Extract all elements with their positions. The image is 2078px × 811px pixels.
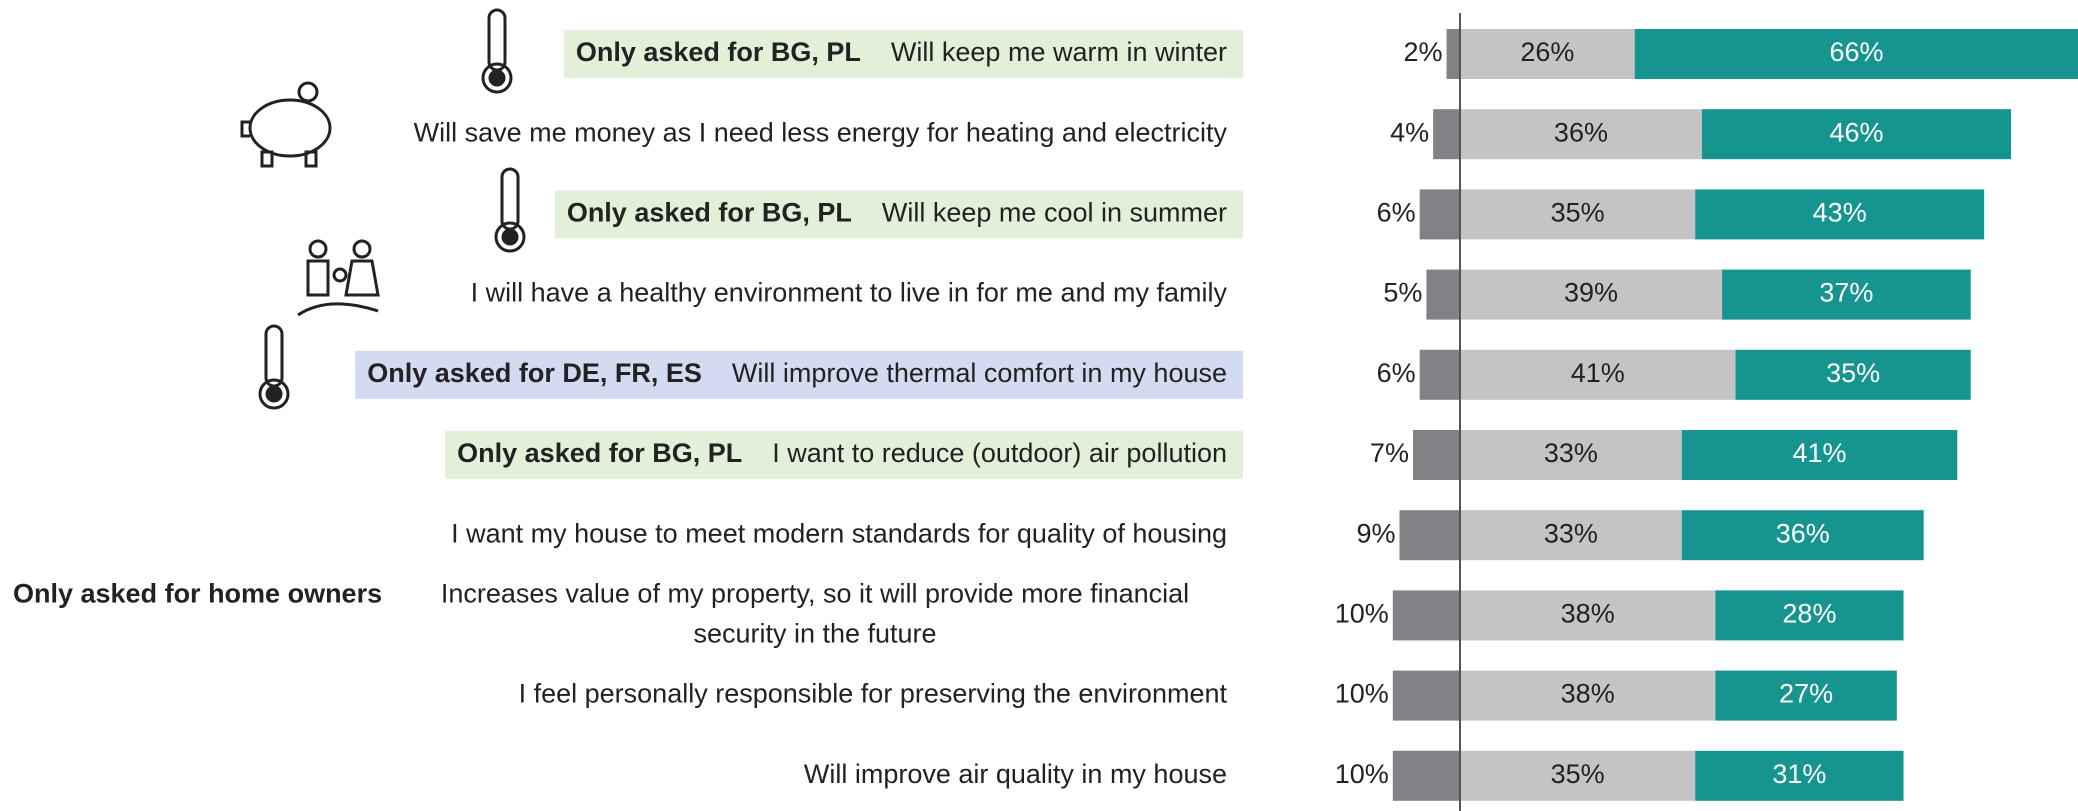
- bar-segment: [1634, 29, 2078, 79]
- bar-segment: [1433, 109, 1460, 160]
- thermometer-icon: [258, 324, 290, 410]
- row-note: Only asked for BG, PL: [576, 37, 861, 67]
- value-label: 36%: [1776, 518, 1830, 548]
- value-label: 4%: [1390, 117, 1429, 147]
- bar-segment: [1735, 349, 1971, 400]
- value-label: 66%: [1829, 37, 1883, 67]
- row-highlight: [445, 431, 1243, 479]
- bar-segment: [1695, 750, 1904, 801]
- bar-segment: [1419, 349, 1460, 400]
- value-label: 7%: [1370, 438, 1409, 468]
- value-label: 27%: [1779, 679, 1833, 709]
- bar-segment: [1722, 269, 1971, 320]
- bar-segment: [1392, 670, 1460, 721]
- bar-segment: [1681, 510, 1924, 561]
- bar-segment: [1715, 670, 1897, 721]
- row-label: I want my house to meet modern standards…: [451, 518, 1227, 548]
- row-label: Will keep me warm in winter: [891, 37, 1227, 67]
- row-note: Only asked for home owners: [13, 579, 382, 609]
- value-label: 6%: [1377, 198, 1416, 228]
- bar-segment: [1446, 29, 1460, 79]
- value-label: 46%: [1829, 117, 1883, 147]
- value-label: 10%: [1335, 759, 1389, 789]
- row-label: Will keep me cool in summer: [882, 198, 1227, 228]
- row-label: I feel personally responsible for preser…: [519, 679, 1228, 709]
- thermometer-icon: [494, 167, 526, 253]
- row-highlight: [554, 190, 1243, 239]
- row-label: Will improve air quality in my house: [804, 759, 1227, 789]
- value-label: 10%: [1335, 599, 1389, 629]
- bar-segment: [1460, 670, 1716, 721]
- bar-segment: [1399, 510, 1460, 561]
- row-label: Increases value of my property, so it wi…: [441, 579, 1189, 609]
- row-note: Only asked for BG, PL: [567, 198, 852, 228]
- bar-segment: [1460, 750, 1696, 801]
- bar-segment: [1419, 189, 1460, 240]
- value-label: 43%: [1813, 198, 1867, 228]
- value-label: 10%: [1335, 679, 1389, 709]
- row-label: I want to reduce (outdoor) air pollution: [772, 438, 1227, 468]
- bar-segment: [1460, 189, 1696, 240]
- value-label: 41%: [1571, 358, 1625, 388]
- bar-segment: [1460, 510, 1682, 561]
- value-label: 41%: [1792, 438, 1846, 468]
- value-label: 35%: [1826, 358, 1880, 388]
- bar-segment: [1412, 430, 1460, 480]
- bar-segment: [1460, 109, 1702, 160]
- bar-segment: [1392, 590, 1460, 641]
- value-label: 5%: [1383, 278, 1422, 308]
- value-label: 38%: [1561, 599, 1615, 629]
- family-icon: [297, 239, 380, 317]
- value-label: 26%: [1520, 37, 1574, 67]
- row-label: Will save me money as I need less energy…: [414, 117, 1228, 147]
- row-label: I will have a healthy environment to liv…: [471, 278, 1228, 308]
- value-label: 9%: [1356, 518, 1395, 548]
- value-label: 37%: [1819, 278, 1873, 308]
- row-label: security in the future: [693, 619, 936, 649]
- piggy-bank-icon: [240, 81, 332, 168]
- row-note: Only asked for BG, PL: [457, 438, 742, 468]
- bar-segment: [1460, 590, 1716, 641]
- bar-segment: [1701, 109, 2012, 160]
- bar-segment: [1460, 29, 1635, 79]
- bar-segment: [1392, 750, 1460, 801]
- bar-segment: [1460, 430, 1682, 480]
- bar-segment: [1681, 430, 1958, 480]
- row-label: Will improve thermal comfort in my house: [732, 358, 1227, 388]
- value-label: 33%: [1544, 438, 1598, 468]
- value-label: 6%: [1377, 358, 1416, 388]
- row-highlight: [563, 30, 1243, 78]
- row-note: Only asked for DE, FR, ES: [367, 358, 702, 388]
- row-highlight: [355, 350, 1243, 399]
- bar-segment: [1460, 269, 1723, 320]
- value-label: 38%: [1561, 679, 1615, 709]
- thermometer-icon: [481, 8, 513, 94]
- value-label: 33%: [1544, 518, 1598, 548]
- value-label: 36%: [1554, 117, 1608, 147]
- bar-segment: [1695, 189, 1985, 240]
- value-label: 35%: [1551, 198, 1605, 228]
- value-label: 2%: [1404, 37, 1443, 67]
- bar-segment: [1460, 349, 1736, 400]
- value-label: 31%: [1772, 759, 1826, 789]
- bar-segment: [1715, 590, 1904, 641]
- value-label: 35%: [1551, 759, 1605, 789]
- value-label: 39%: [1564, 278, 1618, 308]
- bar-segment: [1426, 269, 1460, 320]
- value-label: 28%: [1782, 599, 1836, 629]
